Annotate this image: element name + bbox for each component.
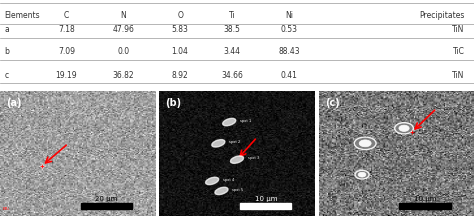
Ellipse shape [223,118,236,126]
Text: spot 5: spot 5 [232,188,244,192]
Ellipse shape [399,125,409,131]
Bar [400,203,451,209]
Text: spot 1: spot 1 [240,119,251,123]
Text: ERi: ERi [3,207,10,211]
Text: 8.92: 8.92 [172,71,189,80]
Text: b: b [5,47,9,56]
Text: 19.19: 19.19 [55,71,77,80]
Text: (c): (c) [325,98,339,108]
Ellipse shape [215,187,228,195]
Text: 1.04: 1.04 [172,47,189,56]
Text: 10 μm: 10 μm [414,196,436,202]
Text: 0.0: 0.0 [117,47,129,56]
Text: (b): (b) [165,98,182,108]
Text: 0.53: 0.53 [281,25,298,34]
Text: Precipitates: Precipitates [419,11,465,20]
Text: (a): (a) [6,98,22,108]
Text: TiC: TiC [453,47,465,56]
Text: TiN: TiN [452,25,465,34]
Text: spot 2: spot 2 [229,140,240,144]
Ellipse shape [359,140,371,147]
Text: spot 3: spot 3 [248,156,259,160]
Text: 7.18: 7.18 [58,25,75,34]
Text: 47.96: 47.96 [112,25,134,34]
Text: a: a [5,25,9,34]
Ellipse shape [358,172,366,177]
Text: N: N [120,11,126,20]
Text: 36.82: 36.82 [112,71,134,80]
Bar [240,203,292,209]
Text: 10 μm: 10 μm [255,196,277,202]
Ellipse shape [395,123,413,134]
Text: 20 μm: 20 μm [95,196,118,202]
Ellipse shape [230,156,244,163]
Text: 7.09: 7.09 [58,47,75,56]
Text: 88.43: 88.43 [278,47,300,56]
Text: 34.66: 34.66 [221,71,243,80]
Ellipse shape [355,170,369,179]
Text: 3.44: 3.44 [224,47,241,56]
Text: O: O [177,11,183,20]
Text: 38.5: 38.5 [224,25,241,34]
Ellipse shape [206,177,219,185]
Text: c: c [5,71,9,80]
Bar [81,203,132,209]
Text: 0.41: 0.41 [281,71,298,80]
Text: 5.83: 5.83 [172,25,189,34]
Text: TiN: TiN [452,71,465,80]
Text: Ti: Ti [229,11,236,20]
Text: Elements: Elements [5,11,40,20]
Ellipse shape [212,140,225,147]
Ellipse shape [354,137,376,150]
Text: spot 4: spot 4 [223,178,234,182]
Text: C: C [64,11,69,20]
Text: Ni: Ni [285,11,293,20]
